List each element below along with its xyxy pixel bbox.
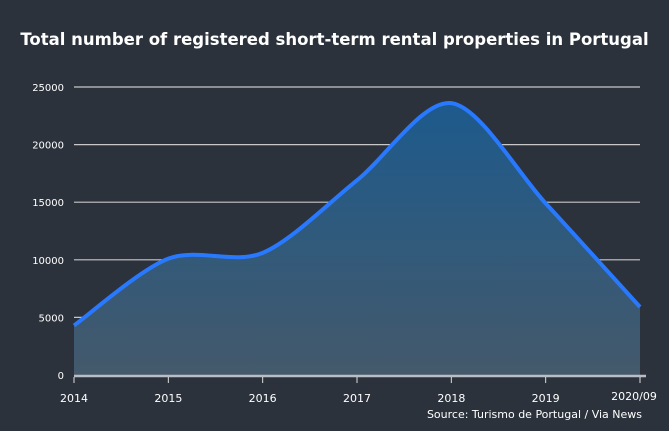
x-tick-label: 2020/09 [611,390,657,403]
y-tick-label: 15000 [32,198,64,209]
y-tick-label: 25000 [32,83,64,94]
x-tick-label: 2014 [60,392,88,405]
x-tick-label: 2018 [437,392,465,405]
x-tick-label: 2016 [249,392,277,405]
series-line [72,101,642,328]
x-tick-label: 2015 [154,392,182,405]
y-tick-label: 20000 [32,141,64,152]
chart-title: Total number of registered short-term re… [20,30,649,49]
area-fill [74,102,640,375]
x-tick-label: 2017 [343,392,371,405]
source-note: Source: Turismo de Portugal / Via News [426,408,642,421]
x-tick-label: 2019 [532,392,560,405]
y-tick-label: 10000 [32,256,64,267]
y-tick-label: 5000 [39,313,64,324]
y-tick-label: 0 [58,371,64,382]
